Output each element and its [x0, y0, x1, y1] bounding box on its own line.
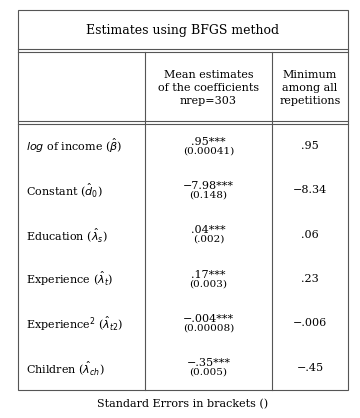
Text: (0.003): (0.003)	[189, 279, 228, 288]
Text: .95***: .95***	[191, 137, 226, 147]
Text: .06: .06	[301, 230, 319, 240]
Text: −.006: −.006	[293, 319, 327, 329]
Text: Education ($\hat{\lambda}_s$): Education ($\hat{\lambda}_s$)	[26, 226, 108, 244]
Text: (0.00008): (0.00008)	[183, 324, 234, 332]
Text: (0.148): (0.148)	[189, 191, 228, 199]
Text: −.35***: −.35***	[186, 358, 230, 368]
Text: Estimates using BFGS method: Estimates using BFGS method	[86, 25, 280, 38]
Text: Standard Errors in brackets (): Standard Errors in brackets ()	[98, 399, 269, 409]
Text: −7.98***: −7.98***	[183, 181, 234, 191]
Text: .95: .95	[301, 141, 319, 151]
Text: −.004***: −.004***	[183, 314, 234, 324]
Text: .17***: .17***	[191, 270, 226, 280]
Text: $\it{log}$ of income ($\hat{\beta}$): $\it{log}$ of income ($\hat{\beta}$)	[26, 137, 122, 155]
Text: .23: .23	[301, 274, 319, 284]
Text: Children ($\hat{\lambda}_{ch}$): Children ($\hat{\lambda}_{ch}$)	[26, 359, 105, 377]
Text: −8.34: −8.34	[293, 186, 327, 196]
Text: Experience$^2$ ($\hat{\lambda}_{t2}$): Experience$^2$ ($\hat{\lambda}_{t2}$)	[26, 314, 123, 333]
Text: Experience ($\hat{\lambda}_t$): Experience ($\hat{\lambda}_t$)	[26, 270, 113, 288]
Text: (0.005): (0.005)	[189, 368, 228, 377]
Text: .04***: .04***	[191, 225, 226, 235]
Text: Constant ($\hat{d}_0$): Constant ($\hat{d}_0$)	[26, 181, 103, 199]
Text: Mean estimates
of the coefficients
nrep=303: Mean estimates of the coefficients nrep=…	[158, 70, 259, 106]
Text: Minimum
among all
repetitions: Minimum among all repetitions	[279, 70, 341, 106]
Text: (0.00041): (0.00041)	[183, 146, 234, 155]
Text: (.002): (.002)	[193, 235, 224, 244]
Text: −.45: −.45	[296, 363, 324, 373]
